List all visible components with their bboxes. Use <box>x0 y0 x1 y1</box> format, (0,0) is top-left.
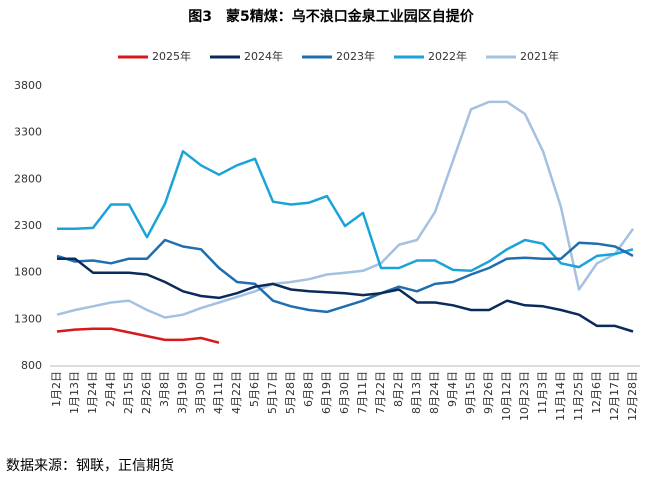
x-tick-label: 3月19日 <box>176 371 189 414</box>
x-tick-label: 1月24日 <box>86 371 99 414</box>
series-line <box>56 100 635 319</box>
source: 数据来源：钢联，正信期货 <box>6 457 174 474</box>
x-tick-label: 8月2日 <box>392 371 405 407</box>
x-tick-label: 1月2日 <box>50 371 63 407</box>
x-tick-label: 7月11日 <box>356 371 369 414</box>
series-line <box>57 150 634 273</box>
x-tick-label: 5月17日 <box>266 371 279 414</box>
x-tick-label: 3月30日 <box>194 371 207 414</box>
x-tick-label: 4月11日 <box>212 371 225 414</box>
x-tick-label: 11月25日 <box>572 371 585 421</box>
series-line <box>57 257 634 333</box>
x-tick-label: 12月6日 <box>590 371 603 414</box>
x-tick-label: 12月17日 <box>608 371 621 421</box>
x-tick-label: 1月13日 <box>68 371 81 414</box>
x-tick-label: 2月26日 <box>140 371 153 414</box>
x-tick-label: 10月23日 <box>518 371 531 421</box>
x-tick-label: 7月22日 <box>374 371 387 414</box>
x-tick-label: 6月19日 <box>320 371 333 414</box>
y-tick-label: 3300 <box>14 126 42 139</box>
y-tick-label: 1800 <box>14 266 42 279</box>
series-line <box>56 327 220 344</box>
series-line <box>56 238 634 314</box>
y-tick-label: 1300 <box>14 312 42 325</box>
x-tick-label: 5月28日 <box>284 371 297 414</box>
x-tick-label: 11月14日 <box>554 371 567 421</box>
x-tick-label: 2月15日 <box>122 371 135 414</box>
legend-label: 2025年 <box>152 49 191 63</box>
x-tick-label: 11月3日 <box>536 371 549 414</box>
legend-label: 2024年 <box>244 49 283 63</box>
x-tick-label: 5月6日 <box>248 371 261 407</box>
legend-label: 2022年 <box>428 49 467 63</box>
x-tick-label: 9月26日 <box>482 371 495 414</box>
y-tick-label: 2300 <box>14 219 42 232</box>
x-tick-label: 8月24日 <box>428 371 441 414</box>
x-tick-label: 2月4日 <box>104 371 117 407</box>
legend-label: 2023年 <box>336 49 375 63</box>
x-tick-label: 3月8日 <box>158 371 171 407</box>
x-tick-label: 10月12日 <box>500 371 513 421</box>
x-tick-label: 12月28日 <box>626 371 639 421</box>
chart-title: 图3 蒙5精煤：乌不浪口金泉工业园区自提价 <box>188 8 474 25</box>
x-tick-label: 6月8日 <box>302 371 315 407</box>
x-tick-label: 4月22日 <box>230 371 243 414</box>
x-tick-label: 9月15日 <box>464 371 477 414</box>
x-tick-label: 6月30日 <box>338 371 351 414</box>
y-tick-label: 2800 <box>14 172 42 185</box>
legend-label: 2021年 <box>520 49 559 63</box>
x-tick-label: 8月13日 <box>410 371 423 414</box>
y-tick-label: 800 <box>21 359 42 372</box>
x-tick-label: 9月4日 <box>446 371 459 407</box>
y-tick-label: 3800 <box>14 79 42 92</box>
